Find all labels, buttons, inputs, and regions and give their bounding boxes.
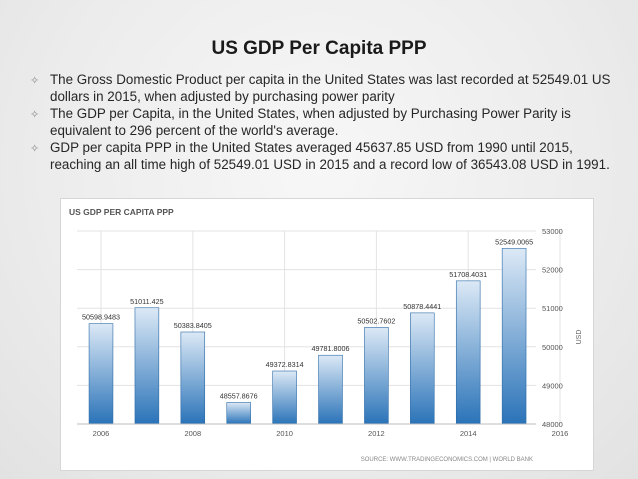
y-axis-label: USD	[576, 330, 583, 345]
value-label-2007: 51011.425	[130, 297, 163, 306]
diamond-star-icon: ✧	[30, 143, 40, 155]
bullet-text: GDP per capita PPP in the United States …	[50, 140, 610, 172]
x-tick-label: 2014	[460, 429, 477, 438]
bullet-text: The GDP per Capita, in the United States…	[50, 106, 571, 138]
bullet-list: ✧ The Gross Domestic Product per capita …	[28, 72, 618, 174]
axis-layer: 48000 49000 50000 51000 52000 53000 2006 2008 20…	[77, 227, 568, 438]
value-label-2010: 49372.8314	[266, 360, 304, 369]
bar-2009	[226, 402, 251, 425]
y-tick-label: 53000	[542, 227, 563, 236]
value-label-2009: 48557.8676	[220, 391, 258, 400]
value-label-2014: 51708.4031	[449, 270, 487, 279]
diamond-star-icon: ✧	[30, 109, 40, 121]
y-tick-label: 52000	[542, 266, 563, 275]
slide-title: US GDP Per Capita PPP	[211, 38, 427, 59]
x-tick-label: 2006	[93, 429, 110, 438]
gdp-bar-chart: US GDP PER CAPITA PPP 50598.9483 51011.42…	[69, 207, 583, 463]
value-label-2011: 49781.8006	[312, 344, 350, 353]
bullet-item: ✧ GDP per capita PPP in the United State…	[28, 140, 618, 173]
value-label-2012: 50502.7602	[357, 316, 395, 325]
bar-2006	[88, 323, 114, 425]
bar-2013	[410, 312, 435, 425]
x-tick-label: 2016	[552, 429, 569, 438]
y-tick-label: 51000	[542, 304, 563, 313]
value-label-2006: 50598.9483	[82, 313, 120, 322]
x-tick-label: 2010	[276, 429, 293, 438]
bar-2007	[134, 307, 160, 425]
bar-2008	[180, 331, 206, 425]
y-tick-label: 50000	[542, 343, 563, 352]
bar-2010	[272, 370, 297, 425]
source-note: SOURCE: WWW.TRADINGECONOMICS.COM | WORLD…	[361, 457, 533, 463]
chart-panel: US GDP PER CAPITA PPP 50598.9483 51011.42…	[60, 198, 594, 471]
value-label-layer: 50598.9483 51011.425 50383.8405 48557.8676 4…	[82, 237, 533, 400]
chart-title: US GDP PER CAPITA PPP	[69, 207, 174, 217]
bar-2014	[455, 280, 481, 425]
bullet-item: ✧ The GDP per Capita, in the United Stat…	[28, 106, 618, 139]
value-label-2015: 52549.0065	[495, 237, 533, 246]
bar-2015	[501, 248, 527, 425]
value-label-2008: 50383.8405	[174, 321, 212, 330]
bar-2011	[318, 354, 343, 425]
x-tick-label: 2008	[184, 429, 201, 438]
diamond-star-icon: ✧	[30, 75, 40, 87]
y-tick-label: 48000	[542, 420, 563, 429]
value-label-2013: 50878.4441	[403, 302, 441, 311]
bar-2012	[364, 327, 389, 425]
bullet-item: ✧ The Gross Domestic Product per capita …	[28, 72, 618, 105]
bar-layer	[88, 248, 527, 425]
bullet-text: The Gross Domestic Product per capita in…	[50, 72, 611, 104]
y-tick-label: 49000	[542, 381, 563, 390]
x-tick-label: 2012	[368, 429, 385, 438]
